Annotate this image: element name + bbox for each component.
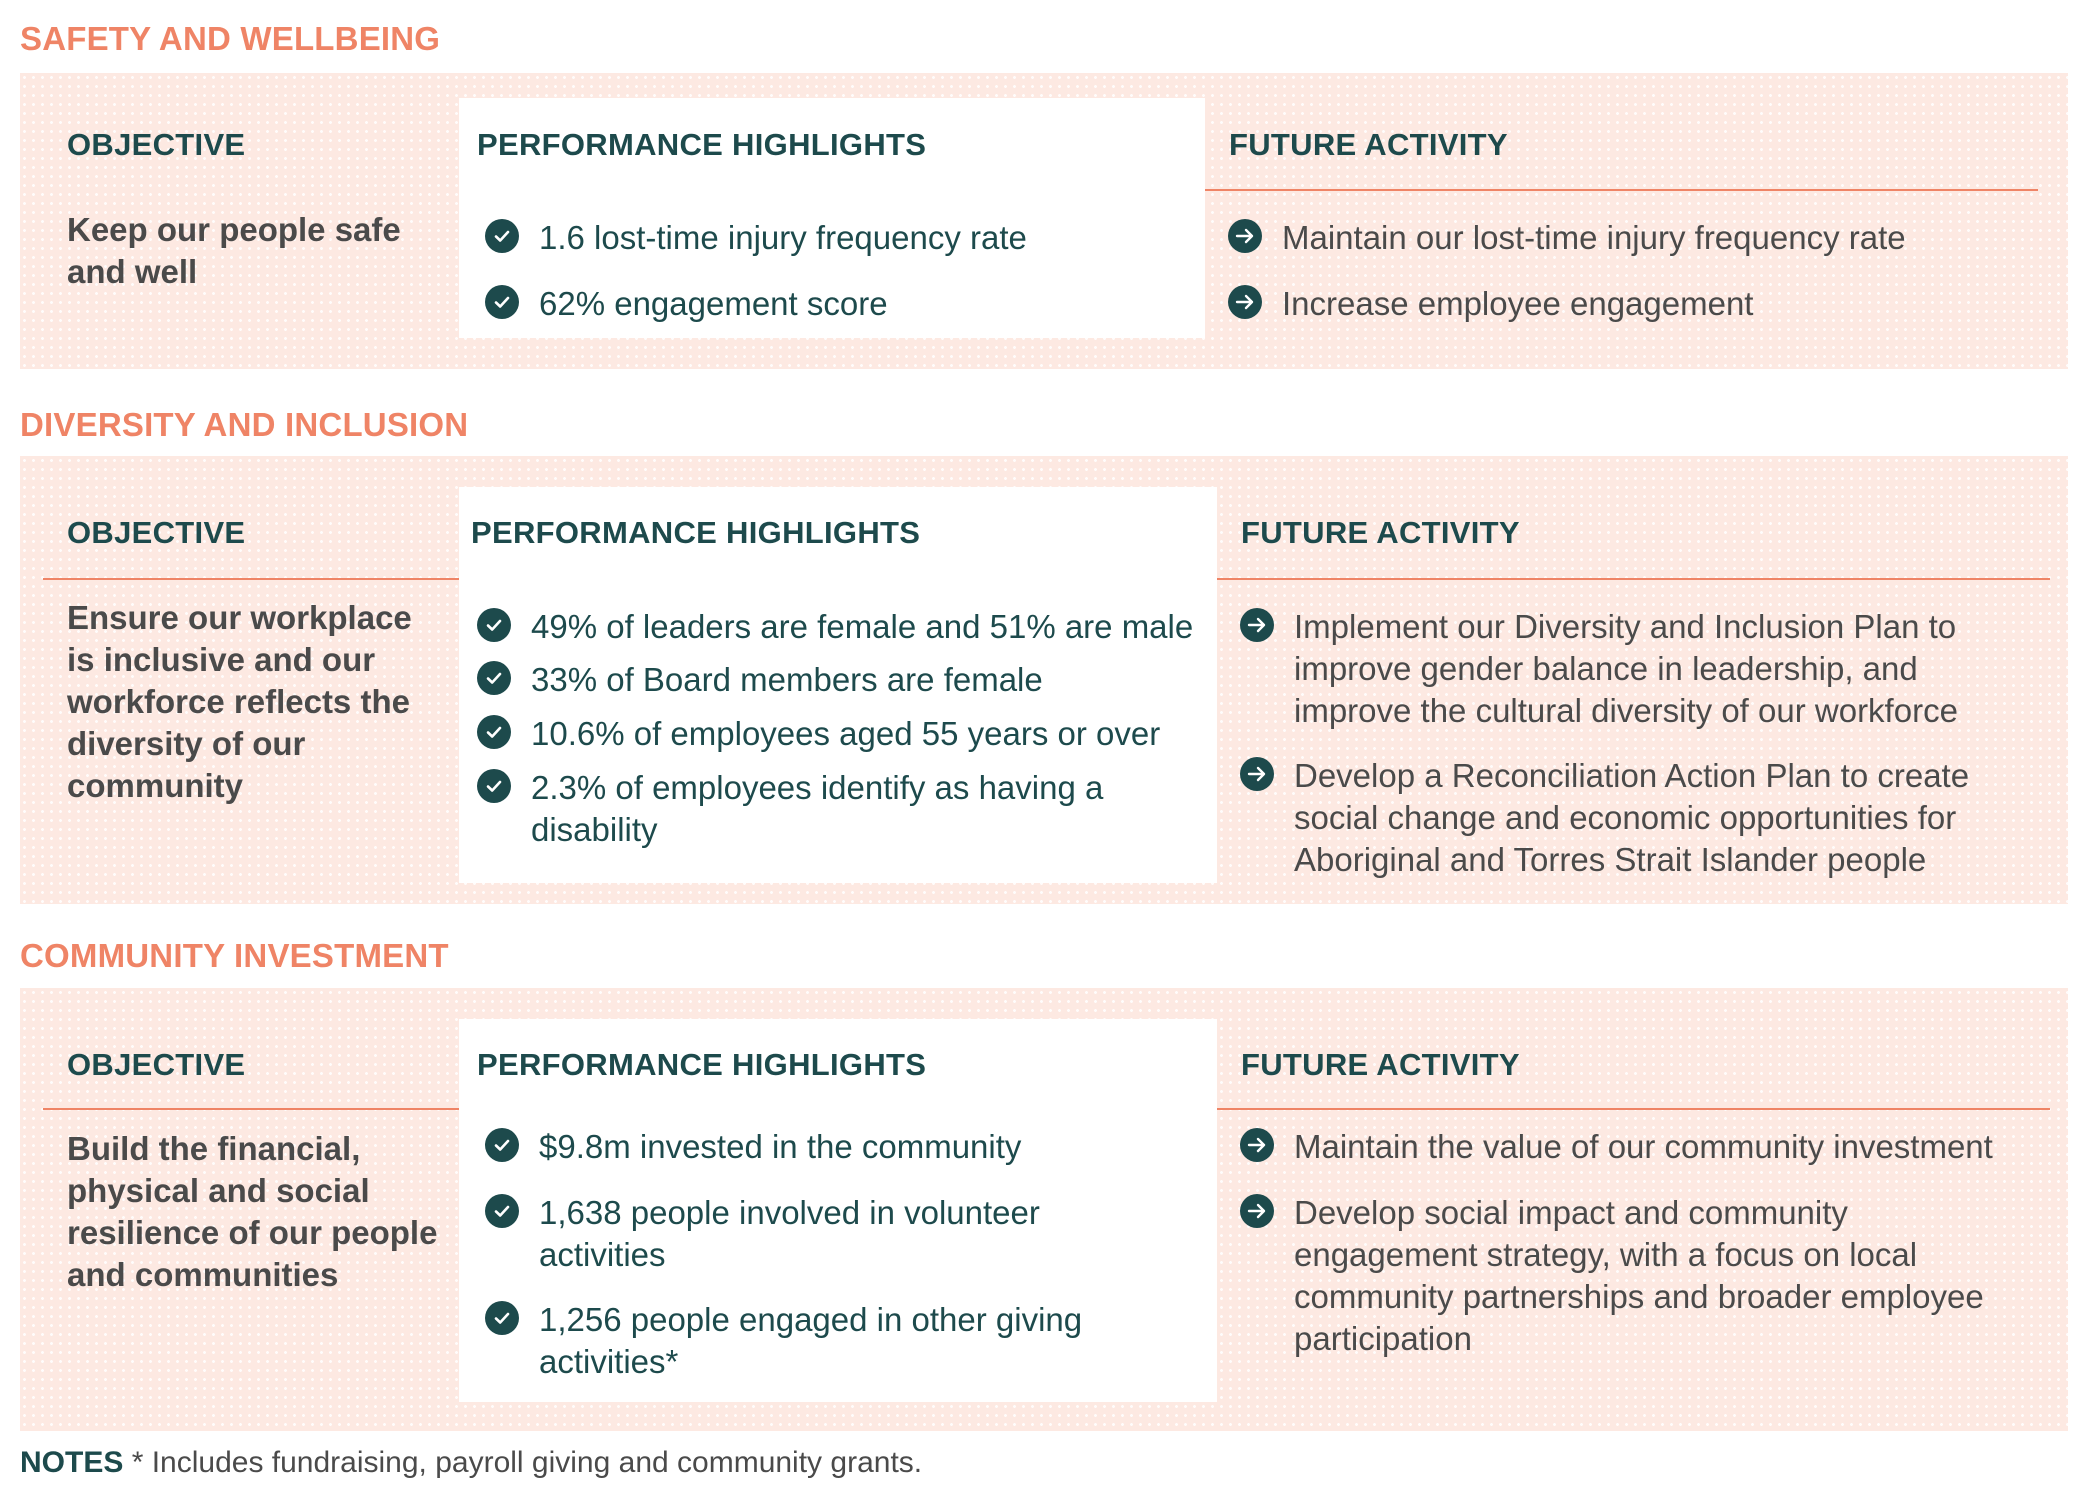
safety-objective: Keep our people safe and well [67,211,401,290]
arrow-right-circle-icon [1240,1194,1274,1228]
community-header-rule-left [43,1108,459,1110]
future-item: Maintain the value of our community inve… [1240,1126,2060,1168]
highlight-text: 10.6% of employees aged 55 years or over [531,715,1161,752]
future-item: Implement our Diversity and Inclusion Pl… [1240,606,2040,732]
performance-heading: PERFORMANCE HIGHLIGHTS [477,1047,927,1082]
diversity-header-rule-left [43,578,459,580]
check-circle-icon [477,661,511,695]
arrow-right-circle-icon [1228,285,1262,319]
performance-heading: PERFORMANCE HIGHLIGHTS [477,127,927,162]
future-text: Increase employee engagement [1282,285,1754,322]
future-item: Maintain our lost-time injury frequency … [1228,217,2048,259]
section-title-diversity: DIVERSITY AND INCLUSION [20,406,469,443]
safety-header-rule [1205,189,2038,191]
arrow-right-circle-icon [1240,757,1274,791]
highlight-item: 1,256 people engaged in other giving act… [485,1299,1145,1383]
diversity-header-rule-right [1217,578,2050,580]
section-title-safety: SAFETY AND WELLBEING [20,20,441,57]
check-circle-icon [477,769,511,803]
community-highlights-column [459,1019,1217,1402]
diversity-objective: Ensure our workplace is inclusive and ou… [67,599,412,804]
future-text: Develop social impact and community enga… [1294,1194,1984,1357]
section-title-community: COMMUNITY INVESTMENT [20,937,449,974]
diversity-highlights-column [459,487,1217,883]
highlight-item: 1.6 lost-time injury frequency rate [485,217,1185,259]
future-item: Increase employee engagement [1228,283,2048,325]
future-heading: FUTURE ACTIVITY [1241,515,1520,550]
highlight-text: 33% of Board members are female [531,661,1043,698]
future-item: Develop a Reconciliation Action Plan to … [1240,755,2035,881]
future-text: Maintain the value of our community inve… [1294,1128,1993,1165]
arrow-right-circle-icon [1240,1128,1274,1162]
objective-heading: OBJECTIVE [67,1047,246,1082]
highlight-text: 2.3% of employees identify as having a d… [531,769,1104,848]
check-circle-icon [485,1194,519,1228]
highlight-item: 62% engagement score [485,283,1185,325]
safety-highlights-column [459,98,1205,338]
highlight-item: 49% of leaders are female and 51% are ma… [477,606,1217,648]
highlight-item: 10.6% of employees aged 55 years or over [477,713,1177,755]
highlight-text: 1,256 people engaged in other giving act… [539,1301,1083,1380]
highlight-text: 1.6 lost-time injury frequency rate [539,219,1027,256]
arrow-right-circle-icon [1240,608,1274,642]
highlight-item: 1,638 people involved in volunteer activ… [485,1192,1105,1276]
notes: NOTES * Includes fundraising, payroll gi… [20,1446,922,1480]
objective-heading: OBJECTIVE [67,515,246,550]
future-text: Develop a Reconciliation Action Plan to … [1294,757,1970,878]
notes-text: * Includes fundraising, payroll giving a… [123,1446,923,1479]
check-circle-icon [485,1301,519,1335]
future-text: Implement our Diversity and Inclusion Pl… [1294,608,1958,729]
highlight-text: 1,638 people involved in volunteer activ… [539,1194,1040,1273]
highlight-item: 33% of Board members are female [477,659,1177,701]
check-circle-icon [485,285,519,319]
check-circle-icon [477,715,511,749]
future-heading: FUTURE ACTIVITY [1229,127,1508,162]
performance-heading: PERFORMANCE HIGHLIGHTS [471,515,921,550]
future-text: Maintain our lost-time injury frequency … [1282,219,1906,256]
highlight-item: 2.3% of employees identify as having a d… [477,767,1167,851]
highlight-text: $9.8m invested in the community [539,1128,1022,1165]
community-header-rule-right [1217,1108,2050,1110]
future-heading: FUTURE ACTIVITY [1241,1047,1520,1082]
future-item: Develop social impact and community enga… [1240,1192,2030,1360]
highlight-text: 62% engagement score [539,285,888,322]
check-circle-icon [477,608,511,642]
check-circle-icon [485,219,519,253]
check-circle-icon [485,1128,519,1162]
arrow-right-circle-icon [1228,219,1262,253]
highlight-item: $9.8m invested in the community [485,1126,1185,1168]
notes-label: NOTES [20,1446,124,1479]
community-objective: Build the financial, physical and social… [67,1130,438,1293]
objective-heading: OBJECTIVE [67,127,246,162]
highlight-text: 49% of leaders are female and 51% are ma… [531,608,1194,645]
